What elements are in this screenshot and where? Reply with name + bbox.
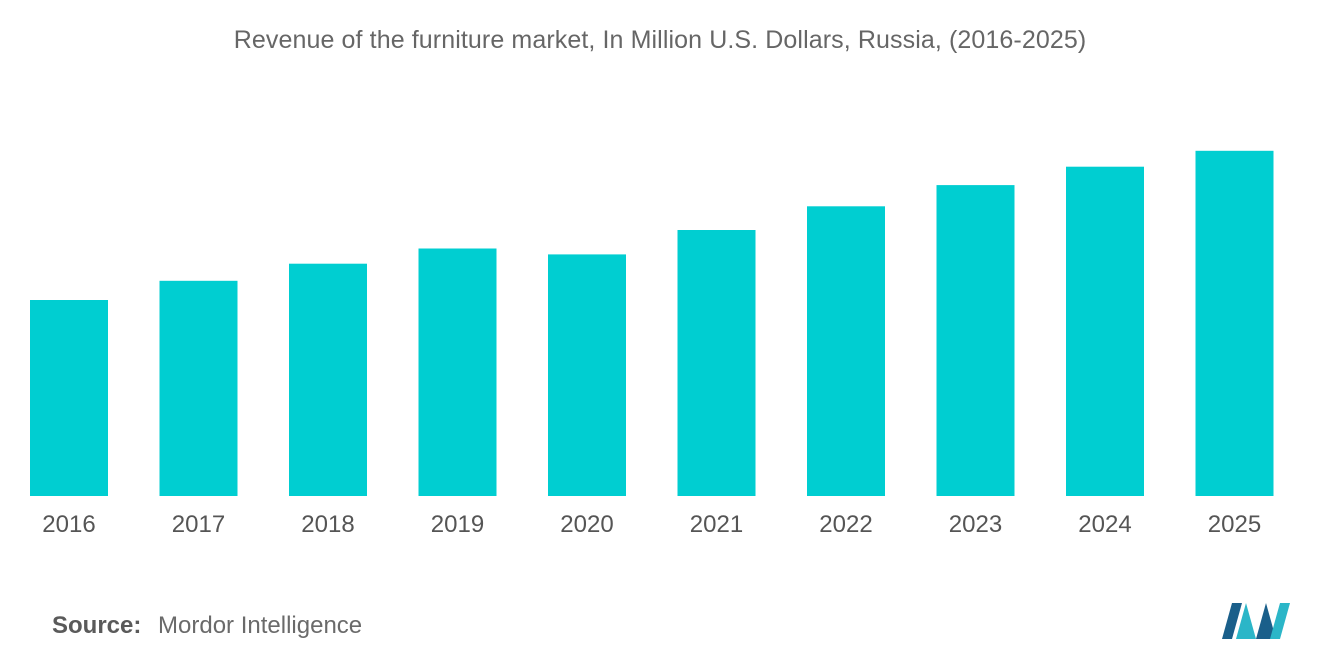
bar-2024	[1066, 166, 1144, 496]
x-tick-label-2020: 2020	[560, 511, 613, 538]
chart-title: Revenue of the furniture market, In Mill…	[233, 26, 1087, 54]
bar-2022	[807, 206, 885, 497]
bar-2018	[289, 263, 367, 496]
source-label: Source:	[52, 612, 142, 639]
bar-2023	[936, 185, 1015, 496]
bar-2025	[1195, 150, 1274, 497]
x-tick-label-2024: 2024	[1078, 511, 1131, 538]
x-tick-label-2019: 2019	[431, 511, 484, 538]
x-tick-label-2025: 2025	[1208, 511, 1261, 538]
x-tick-label-2023: 2023	[949, 511, 1002, 538]
bar-2020	[548, 254, 626, 496]
bar-2017	[159, 280, 238, 496]
source-value: Mordor Intelligence	[158, 612, 363, 639]
mordor-intelligence-logo-icon	[1222, 603, 1290, 639]
bar-2016	[30, 300, 108, 496]
x-tick-label-2016: 2016	[42, 511, 95, 538]
bar-2021	[677, 230, 756, 496]
x-tick-label-2021: 2021	[690, 511, 743, 538]
x-tick-label-2022: 2022	[819, 511, 872, 538]
x-tick-label-2018: 2018	[301, 511, 354, 538]
x-tick-label-2017: 2017	[172, 511, 225, 538]
bar-2019	[418, 248, 497, 496]
source-line: Source: Mordor Intelligence	[52, 612, 362, 640]
